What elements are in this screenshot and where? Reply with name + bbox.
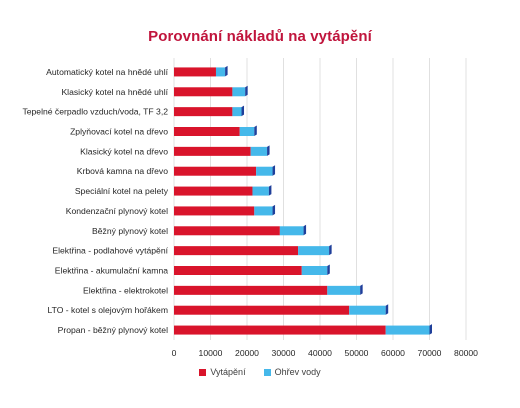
category-label-6: Speciální kotel na pelety	[75, 186, 169, 196]
bar-vytapeni-12	[174, 305, 350, 315]
category-label-0: Automatický kotel na hnědé uhlí	[46, 67, 168, 77]
category-label-2: Tepelné čerpadlo vzduch/voda, TF 3,2	[22, 107, 168, 117]
legend-item-ohrev-vody: Ohřev vody	[263, 367, 321, 377]
bar-vytapeni-5	[174, 166, 257, 176]
bar-end-cap-0	[225, 65, 228, 77]
bar-end-cap-10	[327, 264, 330, 275]
bar-vytapeni-3	[174, 127, 240, 136]
x-tick-label-0: 0	[172, 348, 177, 358]
bar-end-cap-11	[360, 284, 363, 295]
bar-ohrev-vody-9	[298, 246, 330, 256]
legend-swatch-ohrev-vody	[263, 368, 271, 376]
bar-vytapeni-8	[174, 226, 280, 236]
legend-label-ohrev-vody: Ohřev vody	[274, 367, 321, 377]
bar-ohrev-vody-0	[215, 67, 226, 77]
category-label-5: Krbová kamna na dřevo	[77, 166, 168, 176]
category-label-3: Zplyňovací kotel na dřevo	[70, 127, 168, 137]
bar-ohrev-vody-11	[327, 285, 361, 295]
bar-vytapeni-2	[174, 107, 233, 117]
category-label-4: Klasický kotel na dřevo	[80, 146, 168, 156]
x-tick-label-1: 10000	[199, 348, 223, 358]
x-tick-label-5: 50000	[345, 348, 369, 358]
bar-vytapeni-1	[174, 87, 233, 97]
bar-end-cap-3	[254, 125, 257, 136]
legend-label-vytapeni: Vytápění	[210, 367, 246, 377]
x-tick-label-6: 60000	[381, 348, 405, 358]
bar-ohrev-vody-8	[279, 226, 304, 236]
bar-end-cap-2	[241, 105, 245, 117]
bar-end-cap-12	[385, 304, 389, 315]
category-label-13: Propan - běžný plynový kotel	[58, 325, 168, 335]
bar-ohrev-vody-13	[385, 325, 430, 335]
bar-ohrev-vody-4	[250, 146, 268, 156]
category-label-7: Kondenzační plynový kotel	[66, 206, 168, 216]
bar-end-cap-1	[245, 85, 248, 97]
x-tick-label-8: 80000	[454, 348, 478, 358]
bar-vytapeni-4	[174, 146, 251, 156]
x-tick-label-2: 20000	[235, 348, 259, 358]
bar-end-cap-13	[429, 324, 432, 335]
bar-vytapeni-13	[174, 325, 386, 335]
bar-end-cap-5	[272, 165, 276, 176]
legend-item-vytapeni: Vytápění	[199, 367, 246, 377]
bar-ohrev-vody-3	[239, 127, 255, 136]
bar-ohrev-vody-5	[256, 166, 273, 176]
category-label-1: Klasický kotel na hnědé uhlí	[61, 87, 168, 97]
bar-ohrev-vody-1	[232, 87, 246, 97]
category-label-9: Elektřina - podlahové vytápění	[52, 246, 168, 256]
bar-end-cap-9	[329, 244, 332, 256]
legend-swatch-vytapeni	[199, 368, 207, 376]
bar-vytapeni-9	[174, 246, 299, 256]
legend: Vytápění Ohřev vody	[0, 367, 520, 377]
chart-title: Porovnání nákladů na vytápění	[148, 28, 372, 45]
bar-end-cap-4	[267, 145, 270, 156]
x-tick-label-4: 40000	[308, 348, 332, 358]
bar-vytapeni-7	[174, 206, 255, 216]
category-label-12: LTO - kotel s olejovým hořákem	[47, 305, 168, 315]
category-label-8: Běžný plynový kotel	[92, 226, 168, 236]
x-tick-label-3: 30000	[272, 348, 296, 358]
bar-vytapeni-6	[174, 186, 253, 196]
bar-ohrev-vody-10	[301, 266, 328, 275]
bar-end-cap-7	[272, 204, 276, 216]
bar-vytapeni-11	[174, 285, 328, 295]
bar-ohrev-vody-6	[252, 186, 269, 196]
bar-vytapeni-0	[174, 67, 216, 77]
bar-vytapeni-10	[174, 266, 302, 275]
bar-end-cap-6	[268, 185, 272, 196]
category-label-11: Elektřina - elektrokotel	[83, 285, 168, 295]
x-tick-label-7: 70000	[418, 348, 442, 358]
category-label-10: Elektřina - akumulační kamna	[55, 266, 168, 276]
bar-ohrev-vody-12	[349, 305, 386, 315]
bar-ohrev-vody-7	[254, 206, 273, 216]
bar-end-cap-8	[303, 224, 307, 236]
bar-ohrev-vody-2	[232, 107, 242, 117]
